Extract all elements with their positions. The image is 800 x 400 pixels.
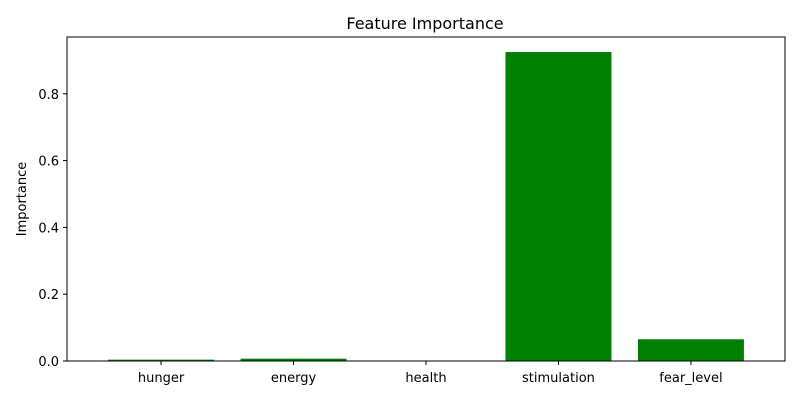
bar-stimulation — [505, 52, 612, 361]
y-ticks-group: 0.0 0.2 0.4 0.6 0.8 — [38, 88, 67, 370]
y-tick-label: 0.8 — [38, 88, 59, 103]
plot-frame — [66, 36, 786, 362]
bars-group — [108, 52, 744, 361]
x-tick-label: health — [405, 371, 446, 386]
x-tick-label: energy — [271, 371, 317, 386]
y-axis-title: Importance — [15, 162, 30, 237]
bar-hunger — [108, 359, 215, 361]
y-tick-label: 0.2 — [38, 288, 59, 303]
x-ticks-group: hunger energy health stimulation fear_level — [138, 361, 723, 386]
x-tick-label: hunger — [138, 371, 185, 386]
x-tick-label: stimulation — [522, 371, 595, 386]
y-tick-label: 0.6 — [38, 155, 59, 170]
bar-fear-level — [637, 339, 744, 361]
y-tick-label: 0.0 — [38, 355, 59, 370]
chart-title: Feature Importance — [346, 14, 503, 33]
y-tick-label: 0.4 — [38, 221, 59, 236]
x-tick-label: fear_level — [659, 371, 722, 386]
bar-energy — [240, 358, 347, 361]
